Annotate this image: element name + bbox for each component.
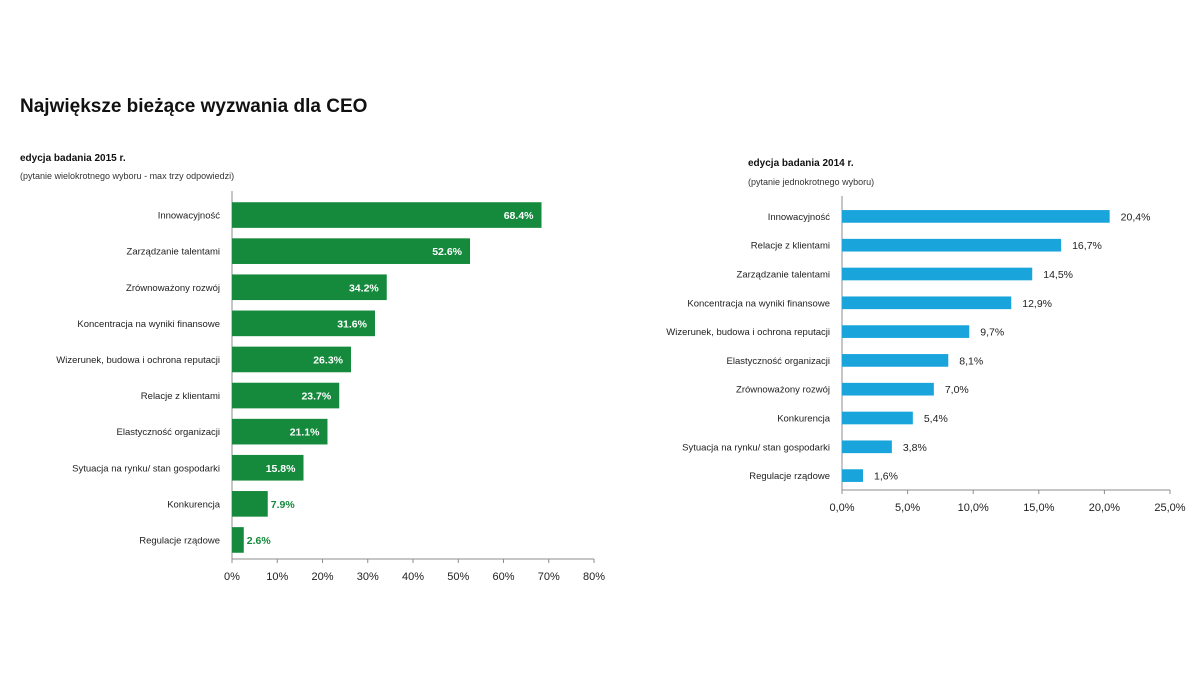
bar-2014-value-label: 20,4%	[1121, 211, 1151, 223]
bar-2014-category-label: Innowacyjność	[768, 212, 831, 223]
bar-2014-bar	[842, 411, 913, 425]
page-title: Największe bieżące wyzwania dla CEO	[20, 96, 368, 117]
bar-2014-value-label: 7,0%	[945, 384, 969, 396]
chart-2015-title: edycja badania 2015 r.	[20, 153, 126, 164]
bar-2014-category-label: Relacje z klientami	[751, 241, 830, 252]
bar-2015-category-label: Zarządzanie talentami	[127, 247, 220, 258]
bar-2015-value-label: 7.9%	[271, 499, 296, 511]
bar-2015-x-tick-label: 70%	[538, 571, 560, 583]
bar-2014-bar	[842, 238, 1062, 252]
bar-2014-bar	[842, 210, 1110, 223]
bar-2015-bar	[232, 310, 375, 337]
bar-2015-bar	[232, 491, 268, 517]
bar-2014-value-label: 5,4%	[924, 413, 948, 425]
bar-2015-bar	[232, 382, 340, 409]
bar-2015-value-label: 15.8%	[266, 463, 296, 475]
bar-2015-x-tick-label: 30%	[357, 571, 379, 583]
bar-2015-value-label: 23.7%	[301, 391, 331, 403]
bar-2015-category-label: Innowacyjność	[158, 211, 221, 222]
bar-2014-bar	[842, 469, 863, 482]
bar-2014-value-label: 9,7%	[980, 327, 1004, 339]
bar-2014-category-label: Koncentracja na wyniki finansowe	[687, 298, 830, 309]
bar-2015-bar	[232, 346, 352, 373]
bar-2015-value-label: 21.1%	[290, 427, 320, 439]
bar-2015-value-label: 26.3%	[313, 354, 343, 366]
bar-2015-bar	[232, 274, 387, 301]
bar-2015-x-tick-label: 20%	[311, 571, 333, 583]
bar-2014-x-tick-label: 25,0%	[1154, 502, 1185, 514]
bar-2014-category-label: Zrównoważony rozwój	[736, 385, 830, 396]
bar-2015-bar	[232, 418, 328, 445]
bar-2014-bar	[842, 296, 1012, 310]
chart-2014-title: edycja badania 2014 r.	[748, 158, 854, 169]
bar-2015-value-label: 2.6%	[247, 535, 272, 547]
bar-2014-x-tick-label: 20,0%	[1089, 502, 1120, 514]
bar-2014-category-label: Konkurencja	[777, 414, 831, 425]
bar-2014-category-label: Elastyczność organizacji	[727, 356, 831, 367]
bar-2015-x-tick-label: 10%	[266, 571, 288, 583]
bar-2015-x-tick-label: 60%	[492, 571, 514, 583]
chart-2015-subtitle: (pytanie wielokrotnego wyboru - max trzy…	[20, 171, 235, 181]
bar-2014-x-tick-label: 15,0%	[1023, 502, 1054, 514]
bar-2015-category-label: Elastyczność organizacji	[117, 427, 221, 438]
bar-2015-category-label: Wizerunek, budowa i ochrona reputacji	[56, 355, 220, 366]
chart-2014-subtitle: (pytanie jednokrotnego wyboru)	[748, 177, 875, 187]
bar-2014-bar	[842, 267, 1033, 281]
bar-2014-category-label: Zarządzanie talentami	[737, 270, 830, 281]
bar-2015-bar	[232, 527, 244, 553]
bar-2015-bar	[232, 238, 471, 264]
bar-2015-bar	[232, 454, 304, 481]
bar-2015-bar	[232, 202, 542, 228]
bar-2014-value-label: 16,7%	[1072, 240, 1102, 252]
bar-2015-value-label: 34.2%	[349, 282, 379, 294]
bar-2014-x-tick-label: 10,0%	[958, 502, 989, 514]
bar-2014-value-label: 3,8%	[903, 442, 927, 454]
bar-2015-x-tick-label: 0%	[224, 571, 240, 583]
bar-2014-bar	[842, 382, 934, 396]
bar-2014-category-label: Wizerunek, budowa i ochrona reputacji	[666, 327, 830, 338]
bar-2015-value-label: 52.6%	[432, 246, 462, 258]
bar-2014-value-label: 12,9%	[1022, 298, 1052, 310]
bar-2015-value-label: 68.4%	[504, 210, 534, 222]
bar-2015-x-tick-label: 80%	[583, 571, 605, 583]
bar-2015-value-label: 31.6%	[337, 318, 367, 330]
bar-2014-x-tick-label: 5,0%	[895, 502, 920, 514]
bar-2014-x-tick-label: 0,0%	[829, 502, 854, 514]
bar-2014-category-label: Sytuacja na rynku/ stan gospodarki	[682, 442, 830, 453]
bar-2015-category-label: Regulacje rządowe	[139, 535, 220, 546]
bar-2014-value-label: 8,1%	[959, 355, 983, 367]
bar-2015-category-label: Sytuacja na rynku/ stan gospodarki	[72, 463, 220, 474]
bar-2015-x-tick-label: 40%	[402, 571, 424, 583]
bar-2014-bar	[842, 325, 970, 338]
bar-2015-category-label: Relacje z klientami	[141, 391, 220, 402]
bar-2014-value-label: 14,5%	[1043, 269, 1073, 281]
bar-2014-category-label: Regulacje rządowe	[749, 471, 830, 482]
bar-2015-category-label: Konkurencja	[167, 499, 221, 510]
bar-2015-category-label: Koncentracja na wyniki finansowe	[77, 319, 220, 330]
bar-2014-bar	[842, 440, 892, 454]
bar-2015-category-label: Zrównoważony rozwój	[126, 283, 220, 294]
bar-2014-value-label: 1,6%	[874, 471, 898, 483]
bar-2014-bar	[842, 354, 949, 367]
bar-2015-x-tick-label: 50%	[447, 571, 469, 583]
